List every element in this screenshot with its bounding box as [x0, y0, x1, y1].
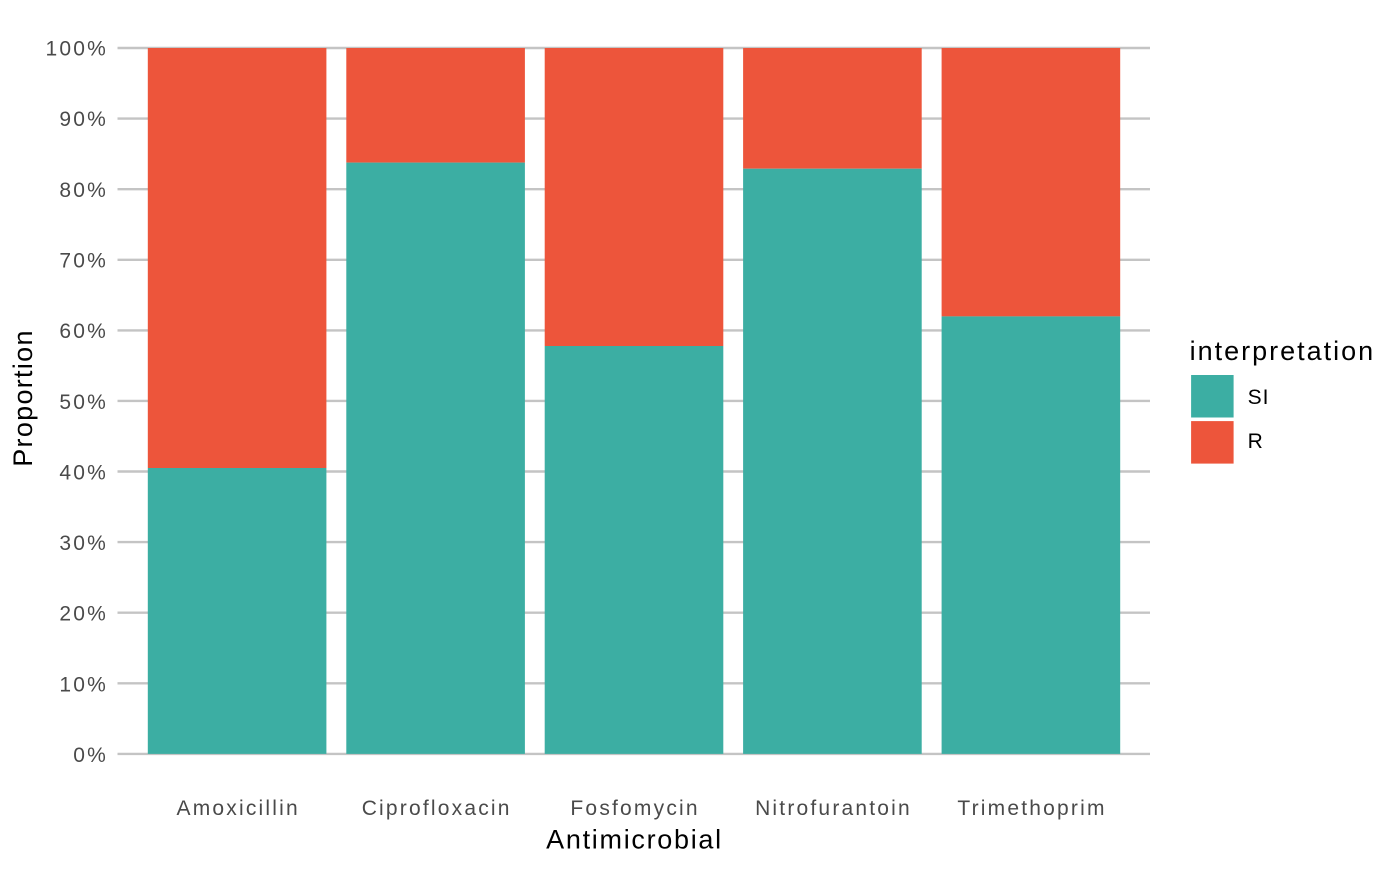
- svg-text:Amoxicillin: Amoxicillin: [177, 797, 300, 820]
- svg-text:50%: 50%: [59, 391, 108, 414]
- svg-text:0%: 0%: [73, 744, 108, 767]
- svg-text:30%: 30%: [59, 532, 108, 555]
- svg-text:interpretation: interpretation: [1190, 336, 1376, 366]
- svg-text:100%: 100%: [45, 38, 108, 61]
- svg-text:10%: 10%: [59, 673, 108, 696]
- svg-text:90%: 90%: [59, 108, 108, 131]
- svg-text:Nitrofurantoin: Nitrofurantoin: [755, 797, 912, 820]
- svg-text:20%: 20%: [59, 603, 108, 626]
- svg-text:40%: 40%: [59, 461, 108, 484]
- svg-text:Trimethoprim: Trimethoprim: [957, 797, 1106, 820]
- svg-text:SI: SI: [1248, 386, 1270, 409]
- svg-text:Antimicrobial: Antimicrobial: [546, 824, 723, 854]
- svg-text:Proportion: Proportion: [8, 329, 38, 467]
- svg-text:70%: 70%: [59, 249, 108, 272]
- svg-text:Fosfomycin: Fosfomycin: [570, 797, 699, 820]
- svg-text:Ciprofloxacin: Ciprofloxacin: [362, 797, 512, 820]
- svg-text:60%: 60%: [59, 320, 108, 343]
- svg-text:R: R: [1248, 430, 1264, 453]
- svg-text:80%: 80%: [59, 179, 108, 202]
